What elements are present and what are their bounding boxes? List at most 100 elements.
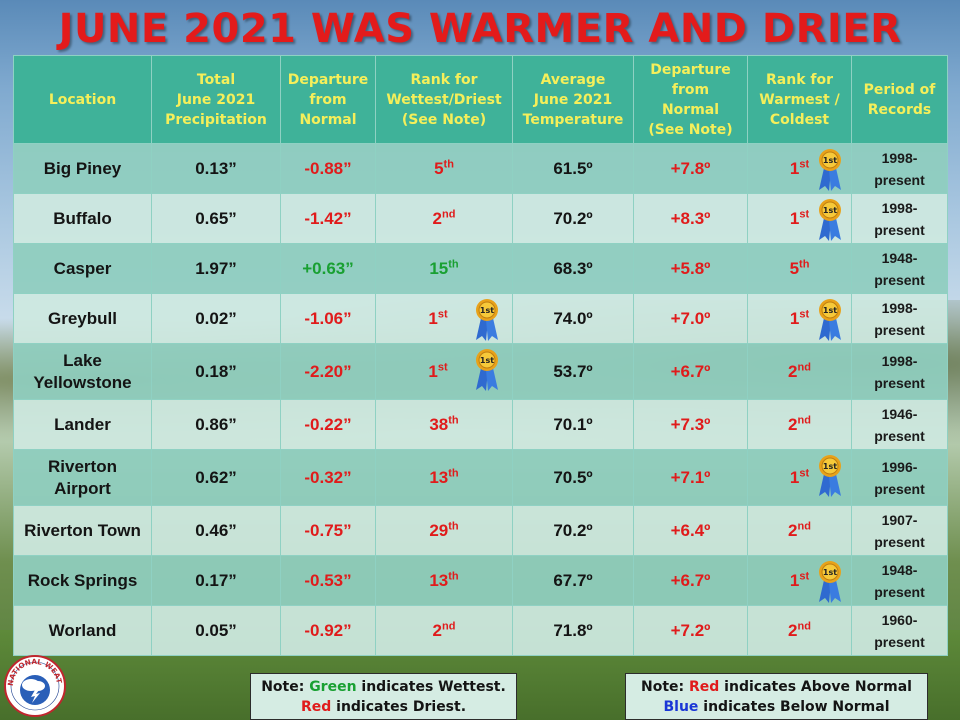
temp-rank-cell: 1st 1st xyxy=(747,143,852,194)
header-precip-departure: Departure from Normal xyxy=(280,55,376,144)
precip-rank-cell: 1st 1st xyxy=(375,343,513,400)
svg-text:1st: 1st xyxy=(823,156,837,165)
precip-rank-cell: 5th xyxy=(375,143,513,194)
period-cell: 1946- present xyxy=(851,399,948,450)
temp-cell: 61.5º xyxy=(512,143,634,194)
temp-rank-cell: 1st 1st xyxy=(747,293,852,344)
precip-cell: 0.62” xyxy=(151,449,281,506)
temp-departure-cell: +7.2º xyxy=(633,605,748,656)
temp-rank-cell: 2nd xyxy=(747,605,852,656)
temp-cell: 71.8º xyxy=(512,605,634,656)
header-precip-rank: Rank for Wettest/Driest (See Note) xyxy=(375,55,513,144)
climate-table: Location Total June 2021 Precipitation Dep… xyxy=(13,55,948,656)
period-cell: 1998- present xyxy=(851,143,948,194)
precip-cell: 0.65” xyxy=(151,193,281,244)
location-cell: Greybull xyxy=(13,293,152,344)
period-cell: 1907- present xyxy=(851,505,948,556)
location-cell: Worland xyxy=(13,605,152,656)
svg-text:1st: 1st xyxy=(480,306,494,315)
header-row: Location Total June 2021 Precipitation Dep… xyxy=(13,55,948,144)
table-row: Buffalo 0.65” -1.42” 2nd 70.2º +8.3º 1st 1st 199… xyxy=(13,193,948,244)
location-cell: Riverton Airport xyxy=(13,449,152,506)
precip-cell: 0.02” xyxy=(151,293,281,344)
table-row: Rock Springs 0.17” -0.53” 13th 67.7º +6.7º 1st… xyxy=(13,555,948,606)
precip-cell: 0.46” xyxy=(151,505,281,556)
temp-departure-cell: +6.7º xyxy=(633,555,748,606)
precip-departure-cell: +0.63” xyxy=(280,243,376,294)
temp-cell: 53.7º xyxy=(512,343,634,400)
svg-text:1st: 1st xyxy=(823,462,837,471)
nws-logo: NATIONAL WEATHER SERVICE xyxy=(1,648,66,717)
temp-rank-cell: 2nd xyxy=(747,399,852,450)
precip-departure-cell: -1.42” xyxy=(280,193,376,244)
precip-cell: 0.18” xyxy=(151,343,281,400)
temp-departure-cell: +8.3º xyxy=(633,193,748,244)
table-row: Big Piney 0.13” -0.88” 5th 61.5º +7.8º 1st 1st 1… xyxy=(13,143,948,194)
first-place-ribbon-icon: 1st xyxy=(817,454,843,498)
precip-departure-cell: -0.53” xyxy=(280,555,376,606)
temp-departure-cell: +6.4º xyxy=(633,505,748,556)
note-above-below-normal: Note: Red indicates Above Normal Blue in… xyxy=(625,673,928,720)
precip-rank-cell: 2nd xyxy=(375,193,513,244)
period-cell: 1998- present xyxy=(851,343,948,400)
svg-text:1st: 1st xyxy=(823,306,837,315)
note-wettest-driest: Note: Green indicates Wettest. Red indic… xyxy=(250,673,517,720)
location-cell: Lake Yellowstone xyxy=(13,343,152,400)
temp-rank-cell: 1st 1st xyxy=(747,193,852,244)
table-row: Lander 0.86” -0.22” 38th 70.1º +7.3º 2nd 1946- p… xyxy=(13,399,948,450)
precip-departure-cell: -0.92” xyxy=(280,605,376,656)
precip-departure-cell: -0.88” xyxy=(280,143,376,194)
temp-departure-cell: +7.1º xyxy=(633,449,748,506)
temp-cell: 70.2º xyxy=(512,505,634,556)
precip-departure-cell: -1.06” xyxy=(280,293,376,344)
precip-departure-cell: -0.75” xyxy=(280,505,376,556)
precip-rank-cell: 13th xyxy=(375,449,513,506)
temp-departure-cell: +5.8º xyxy=(633,243,748,294)
precip-cell: 0.13” xyxy=(151,143,281,194)
precip-departure-cell: -0.22” xyxy=(280,399,376,450)
table-row: Lake Yellowstone 0.18” -2.20” 1st 1st 53.7º +6.… xyxy=(13,343,948,400)
location-cell: Casper xyxy=(13,243,152,294)
header-location: Location xyxy=(13,55,152,144)
location-cell: Lander xyxy=(13,399,152,450)
table-row: Riverton Town 0.46” -0.75” 29th 70.2º +6.4º 2n… xyxy=(13,505,948,556)
temp-departure-cell: +7.0º xyxy=(633,293,748,344)
temp-rank-cell: 5th xyxy=(747,243,852,294)
table-row: Riverton Airport 0.62” -0.32” 13th 70.5º +7.1º… xyxy=(13,449,948,506)
first-place-ribbon-icon: 1st xyxy=(817,198,843,242)
svg-text:1st: 1st xyxy=(480,356,494,365)
temp-cell: 70.5º xyxy=(512,449,634,506)
page-title: JUNE 2021 WAS WARMER AND DRIER xyxy=(58,6,902,52)
temp-rank-cell: 2nd xyxy=(747,505,852,556)
first-place-ribbon-icon: 1st xyxy=(817,148,843,192)
table-row: Casper 1.97” +0.63” 15th 68.3º +5.8º 5th 1948- p… xyxy=(13,243,948,294)
first-place-ribbon-icon: 1st xyxy=(474,348,500,392)
temp-cell: 70.2º xyxy=(512,193,634,244)
nws-logo-icon: NATIONAL WEATHER SERVICE xyxy=(1,648,66,717)
precip-cell: 0.86” xyxy=(151,399,281,450)
period-cell: 1998- present xyxy=(851,193,948,244)
header-temp-rank: Rank for Warmest / Coldest xyxy=(747,55,852,144)
precip-rank-cell: 13th xyxy=(375,555,513,606)
header-period: Period of Records xyxy=(851,55,948,144)
first-place-ribbon-icon: 1st xyxy=(474,298,500,342)
table-row: Worland 0.05” -0.92” 2nd 71.8º +7.2º 2nd 1960- p… xyxy=(13,605,948,656)
temp-cell: 68.3º xyxy=(512,243,634,294)
period-cell: 1960- present xyxy=(851,605,948,656)
location-cell: Riverton Town xyxy=(13,505,152,556)
period-cell: 1996- present xyxy=(851,449,948,506)
location-cell: Rock Springs xyxy=(13,555,152,606)
location-cell: Buffalo xyxy=(13,193,152,244)
precip-departure-cell: -2.20” xyxy=(280,343,376,400)
precip-rank-cell: 15th xyxy=(375,243,513,294)
first-place-ribbon-icon: 1st xyxy=(817,560,843,604)
header-temp-departure: Departure from Normal (See Note) xyxy=(633,55,748,144)
temp-cell: 67.7º xyxy=(512,555,634,606)
precip-cell: 1.97” xyxy=(151,243,281,294)
header-temp: Average June 2021 Temperature xyxy=(512,55,634,144)
location-cell: Big Piney xyxy=(13,143,152,194)
period-cell: 1948- present xyxy=(851,555,948,606)
temp-cell: 74.0º xyxy=(512,293,634,344)
first-place-ribbon-icon: 1st xyxy=(817,298,843,342)
svg-text:1st: 1st xyxy=(823,206,837,215)
